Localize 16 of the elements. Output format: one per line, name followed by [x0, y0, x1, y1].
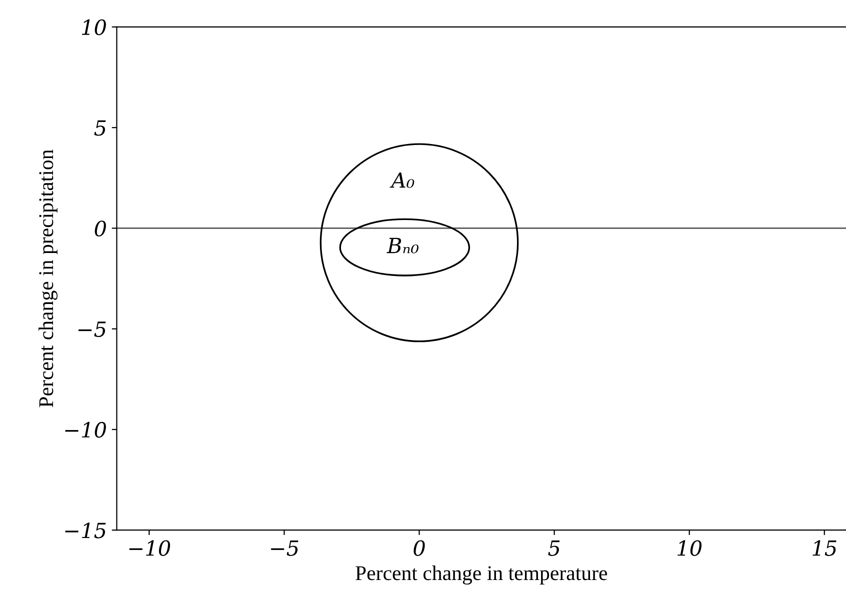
y-tick-label: −15 [65, 522, 106, 538]
y-tick-label: −10 [65, 422, 106, 438]
x-axis-title: Percent change in temperature [356, 566, 608, 585]
y-axis-title: Percent change in precipitation [38, 150, 58, 408]
y-tick-label: 5 [94, 120, 106, 136]
annotation: A₀ [390, 172, 414, 188]
x-tick-label: 5 [548, 540, 560, 556]
x-tick-label: 15 [812, 540, 836, 556]
y-tick-label: −5 [78, 322, 106, 338]
x-tick-label: 10 [678, 540, 702, 556]
x-tick-label: −10 [129, 540, 170, 556]
x-tick-label: 0 [414, 540, 425, 556]
y-tick-label: 0 [94, 220, 106, 236]
x-tick-label: −5 [271, 540, 298, 556]
y-tick-label: 10 [82, 19, 106, 36]
annotation: Bₙ₀ [386, 238, 419, 254]
